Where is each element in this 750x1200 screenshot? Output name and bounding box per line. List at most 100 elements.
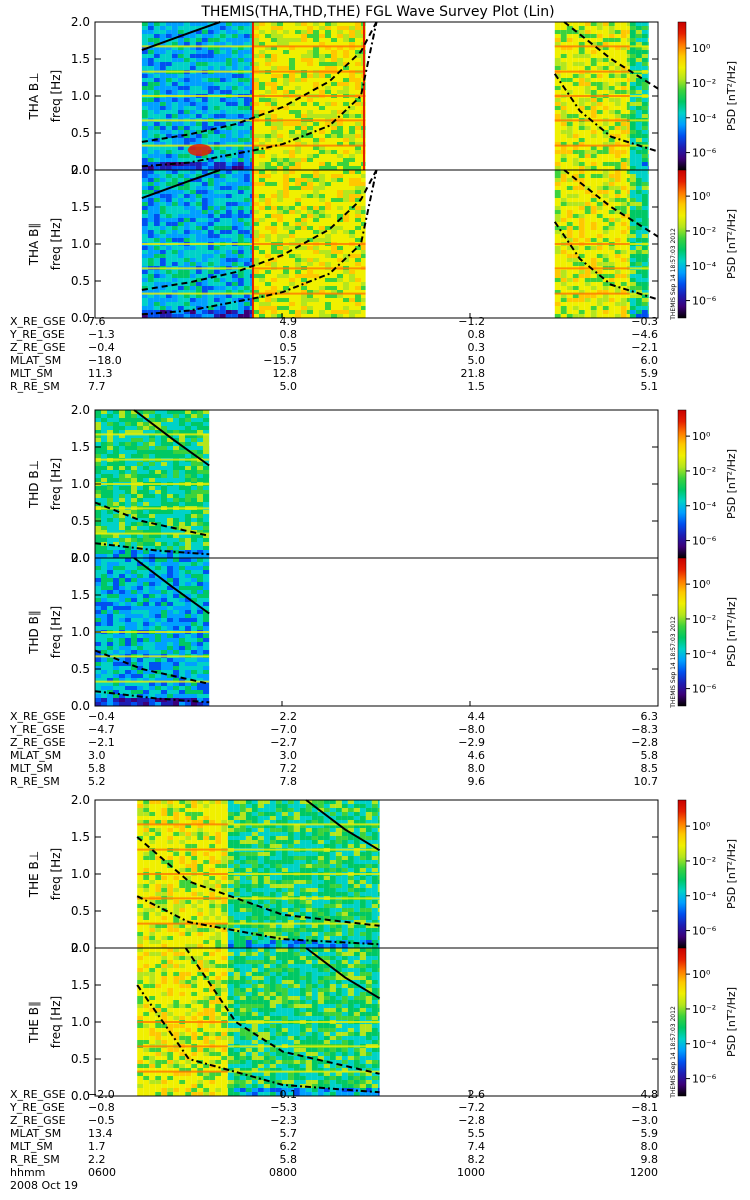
spectrogram-cell	[259, 74, 265, 78]
spectrogram-cell	[141, 306, 148, 310]
spectrogram-cell	[608, 154, 615, 158]
spectrogram-cell	[560, 178, 567, 182]
spectrogram-cell	[143, 462, 149, 466]
spectrogram-cell	[295, 62, 301, 66]
spectrogram-cell	[608, 202, 615, 206]
spectrogram-cell	[578, 194, 585, 198]
spectrogram-cell	[277, 138, 283, 142]
spectrogram-cell	[584, 146, 591, 150]
spectrogram-cell	[201, 314, 208, 318]
spectrogram-cell	[185, 422, 191, 426]
spectrogram-cell	[179, 542, 185, 546]
spectrogram-cell	[173, 490, 179, 494]
spectrogram-cell	[641, 298, 648, 302]
spectrogram-cell	[101, 494, 107, 498]
spectrogram-cell	[355, 62, 361, 66]
spectrogram-cell	[165, 158, 172, 162]
spectrogram-cell	[620, 102, 627, 106]
spectrogram-cell	[301, 294, 307, 298]
spectrogram-cell	[608, 54, 615, 58]
spectrogram-cell	[183, 234, 190, 238]
spectrogram-cell	[271, 134, 277, 138]
spectrogram-cell	[283, 106, 289, 110]
spectrogram-cell	[195, 230, 202, 234]
spectrogram-cell	[626, 138, 630, 142]
spectrogram-cell	[119, 478, 125, 482]
spectrogram-cell	[153, 110, 160, 114]
spectrogram-cell	[289, 22, 295, 26]
spectrogram-cell	[590, 170, 597, 174]
spectrogram-cell	[147, 278, 154, 282]
spectrogram-cell	[641, 22, 648, 26]
spectrogram-cell	[201, 178, 208, 182]
spectrogram-cell	[141, 258, 148, 262]
spectrogram-cell	[629, 178, 636, 182]
spectrogram-cell	[295, 250, 301, 254]
spectrogram-cell	[149, 430, 155, 434]
spectrogram-cell	[237, 66, 244, 70]
spectrogram-cell	[165, 174, 172, 178]
spectrogram-cell	[596, 230, 603, 234]
spectrogram-cell	[141, 62, 148, 66]
spectrogram-cell	[578, 274, 585, 278]
spectrogram-cell	[201, 258, 208, 262]
spectrogram-cell	[243, 170, 250, 174]
spectrogram-cell	[189, 278, 196, 282]
spectrogram-cell	[647, 126, 649, 130]
spectrogram-cell	[608, 122, 615, 126]
spectrogram-cell	[137, 462, 143, 466]
spectrogram-cell	[566, 170, 573, 174]
spectrogram-cell	[195, 222, 202, 226]
spectrogram-cell	[313, 222, 319, 226]
spectrogram-cell	[641, 162, 648, 166]
spectrogram-cell	[626, 98, 630, 102]
spectrogram-cell	[195, 302, 202, 306]
spectrogram-cell	[195, 214, 202, 218]
spectrogram-cell	[361, 234, 366, 238]
spectrogram-cell	[641, 314, 648, 318]
spectrogram-cell	[319, 194, 325, 198]
spectrogram-cell	[271, 110, 277, 114]
spectrogram-cell	[331, 82, 337, 86]
spectrogram-cell	[165, 46, 172, 50]
spectrogram-cell	[566, 90, 573, 94]
spectrogram-cell	[343, 278, 349, 282]
spectrogram-cell	[319, 38, 325, 42]
spectrogram-cell	[566, 218, 573, 222]
spectrogram-cell	[325, 298, 331, 302]
spectrogram-cell	[626, 110, 630, 114]
spectrogram-cell	[177, 134, 184, 138]
spectrogram-cell	[626, 54, 630, 58]
spectrogram-cell	[566, 130, 573, 134]
spectrogram-cell	[343, 274, 349, 278]
spectrogram-cell	[641, 230, 648, 234]
spectrogram-cell	[243, 22, 250, 26]
spectrogram-cell	[201, 214, 208, 218]
spectrogram-cell	[171, 302, 178, 306]
spectrogram-cell	[225, 58, 232, 62]
spectrogram-cell	[626, 226, 630, 230]
spectrogram-cell	[295, 310, 301, 314]
spectrogram-cell	[249, 250, 253, 254]
spectrogram-cell	[219, 138, 226, 142]
spectrogram-cell	[590, 190, 597, 194]
spectrogram-cell	[578, 22, 585, 26]
spectrogram-cell	[295, 138, 301, 142]
spectrogram-cell	[265, 54, 271, 58]
spectrogram-cell	[319, 226, 325, 230]
spectrogram-cell	[125, 462, 131, 466]
spectrogram-cell	[554, 22, 561, 26]
spectrogram-cell	[301, 106, 307, 110]
spectrogram-cell	[189, 38, 196, 42]
spectrogram-cell	[155, 454, 161, 458]
spectrogram-cell	[231, 290, 238, 294]
spectrogram-cell	[301, 210, 307, 214]
spectrogram-cell	[355, 302, 361, 306]
spectrogram-cell	[271, 90, 277, 94]
spectrogram-cell	[331, 150, 337, 154]
spectrogram-cell	[596, 110, 603, 114]
spectrogram-cell	[608, 150, 615, 154]
spectrogram-cell	[602, 78, 609, 82]
spectrogram-cell	[219, 310, 226, 314]
spectrogram-cell	[307, 206, 313, 210]
